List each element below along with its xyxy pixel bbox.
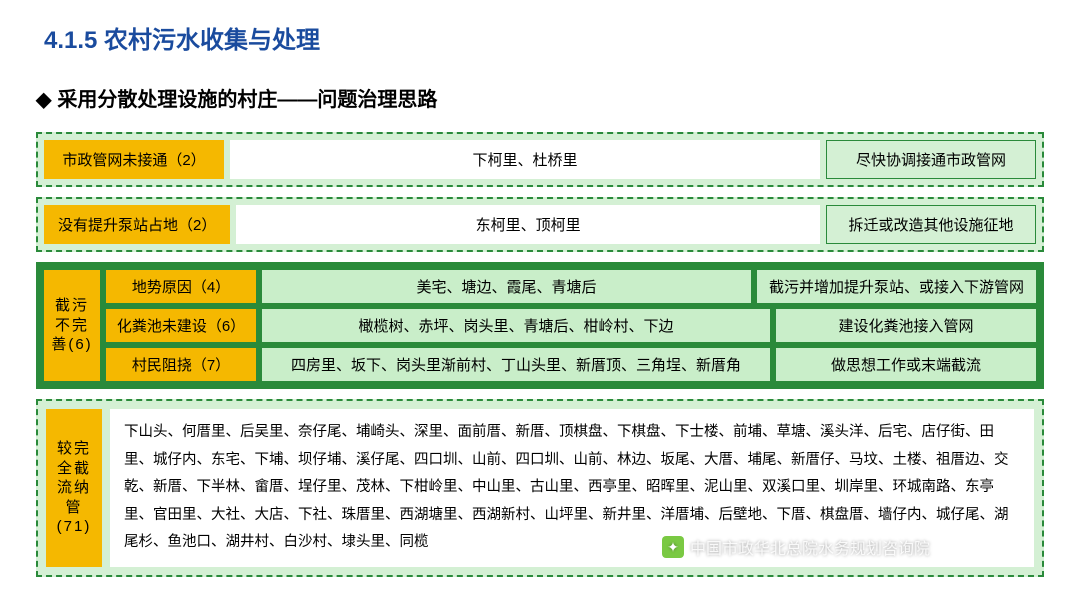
- row-2: 没有提升泵站占地（2） 东柯里、顶柯里 拆迁或改造其他设施征地: [36, 197, 1044, 252]
- row-1-mid: 下柯里、杜桥里: [230, 140, 820, 179]
- group-block: 截污不完善(6) 地势原因（4） 美宅、塘边、霞尾、青塘后 截污并增加提升泵站、…: [36, 262, 1044, 389]
- group-side-label: 截污不完善(6): [44, 270, 100, 381]
- section-subtitle: 采用分散处理设施的村庄——问题治理思路: [36, 83, 1044, 112]
- watermark-text: 中国市政华北总院水务规划咨询院: [690, 535, 930, 559]
- row-1: 市政管网未接通（2） 下柯里、杜桥里 尽快协调接通市政管网: [36, 132, 1044, 187]
- group-row-2-action: 建设化粪池接入管网: [776, 309, 1036, 342]
- section-title: 4.1.5 农村污水收集与处理: [44, 20, 1044, 55]
- row-2-mid: 东柯里、顶柯里: [236, 205, 820, 244]
- watermark: ✦ 中国市政华北总院水务规划咨询院: [662, 535, 930, 559]
- group-row-2-mid: 橄榄树、赤坪、岗头里、青塘后、柑岭村、下边: [262, 309, 770, 342]
- row-2-action: 拆迁或改造其他设施征地: [826, 205, 1036, 244]
- row-1-label: 市政管网未接通（2）: [44, 140, 224, 179]
- row-1-action: 尽快协调接通市政管网: [826, 140, 1036, 179]
- group-row-3-label: 村民阻挠（7）: [106, 348, 256, 381]
- group-row-1-action: 截污并增加提升泵站、或接入下游管网: [757, 270, 1036, 303]
- group-row-1-label: 地势原因（4）: [106, 270, 256, 303]
- group-row-3-action: 做思想工作或末端截流: [776, 348, 1036, 381]
- group-row-2: 化粪池未建设（6） 橄榄树、赤坪、岗头里、青塘后、柑岭村、下边 建设化粪池接入管…: [106, 309, 1036, 342]
- group-row-3-mid: 四房里、坂下、岗头里渐前村、丁山头里、新厝顶、三角埕、新厝角: [262, 348, 770, 381]
- wechat-icon: ✦: [662, 536, 684, 558]
- group-row-3: 村民阻挠（7） 四房里、坂下、岗头里渐前村、丁山头里、新厝顶、三角埕、新厝角 做…: [106, 348, 1036, 381]
- group-row-1-mid: 美宅、塘边、霞尾、青塘后: [262, 270, 751, 303]
- group-row-2-label: 化粪池未建设（6）: [106, 309, 256, 342]
- group-row-1: 地势原因（4） 美宅、塘边、霞尾、青塘后 截污并增加提升泵站、或接入下游管网: [106, 270, 1036, 303]
- big-side-label: 较完全截流纳管(71): [46, 409, 102, 567]
- row-2-label: 没有提升泵站占地（2）: [44, 205, 230, 244]
